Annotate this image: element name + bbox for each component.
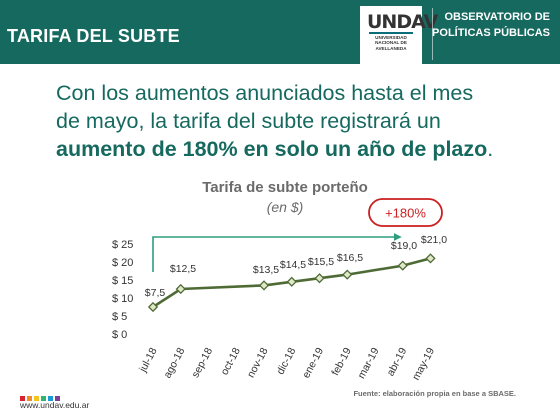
- brand-dot: [48, 396, 53, 401]
- logo-subtext: UNIVERSIDAD NACIONAL DE AVELLANEDA: [364, 35, 418, 51]
- x-tick-label: feb-19: [329, 346, 354, 378]
- x-tick-label: jul-18: [137, 346, 160, 375]
- annotation-box: [368, 198, 443, 227]
- data-label: $21,0: [421, 234, 447, 246]
- x-tick-label: nov-18: [245, 346, 271, 380]
- chart-title: Tarifa de subte porteño: [202, 179, 368, 196]
- data-point: [397, 260, 408, 271]
- logo-rule: [369, 32, 413, 34]
- data-label: $19,0: [391, 240, 417, 252]
- headline-period: .: [487, 137, 494, 161]
- data-point: [258, 280, 270, 291]
- brand-dot: [55, 396, 60, 401]
- brand-color-dots: [20, 388, 62, 406]
- x-tick-label: dic-18: [274, 346, 298, 377]
- data-point: [147, 301, 159, 313]
- data-label: $16,5: [337, 252, 363, 264]
- chart-layer: $ 0 $ 5 $ 10 $ 15 $ 20 $ 25 jul-18 ago-18 sep-18…: [112, 198, 447, 383]
- headline-emphasis: aumento de 180% en solo un año de plazo: [56, 137, 488, 161]
- data-label: $15,5: [308, 256, 334, 268]
- org-name-line2: POLÍTICAS PÚBLICAS: [432, 27, 550, 39]
- data-point: [425, 253, 436, 264]
- headline-line2: de mayo, la tarifa del subte registrará …: [56, 109, 441, 133]
- x-tick-label: mar-19: [355, 346, 381, 381]
- chart-subtitle: (en $): [266, 199, 304, 215]
- brand-dot: [41, 396, 46, 401]
- logo-subtext-line: AVELLANEDA: [375, 45, 407, 51]
- data-label: $13,5: [253, 264, 279, 276]
- y-tick-label: $ 5: [112, 311, 127, 323]
- brand-dot: [20, 396, 25, 401]
- x-tick-label: ago-18: [161, 346, 187, 381]
- x-tick-label: abr-19: [385, 346, 410, 379]
- headline: Con los aumentos anunciados hasta el mes…: [56, 79, 526, 163]
- headline-line1: Con los aumentos anunciados hasta el mes: [56, 81, 474, 105]
- logo-subtext-line: UNIVERSIDAD: [375, 35, 407, 40]
- series-line: [152, 257, 431, 309]
- data-label: $14,5: [280, 259, 306, 271]
- y-tick-label: $ 25: [112, 239, 133, 251]
- data-label: $7,5: [145, 287, 166, 299]
- data-point: [175, 283, 186, 295]
- y-tick-label: $ 15: [112, 275, 133, 287]
- x-tick-label: sep-18: [189, 346, 215, 380]
- annotation-text: +180%: [385, 206, 426, 221]
- growth-arrow: [152, 233, 402, 272]
- x-tick-label: oct-18: [219, 346, 243, 378]
- org-name: OBSERVATORIO DE POLÍTICAS PÚBLICAS: [420, 9, 550, 41]
- y-tick-label: $ 0: [112, 329, 127, 341]
- page-title: TARIFA DEL SUBTE: [7, 26, 180, 46]
- y-tick-label: $ 20: [112, 257, 133, 269]
- data-point: [342, 269, 353, 280]
- data-point: [286, 276, 297, 287]
- data-label: $12,5: [170, 263, 196, 275]
- y-tick-label: $ 10: [112, 293, 133, 305]
- x-tick-label: ene-19: [300, 346, 326, 381]
- footer-source: Fuente: elaboración propia en base a SBA…: [353, 389, 516, 398]
- footer-url[interactable]: www.undav.edu.ar: [20, 400, 90, 410]
- header-bar: TARIFA DEL SUBTE UNDAV UNIVERSIDAD NACIO…: [0, 0, 560, 64]
- brand-dot: [27, 396, 32, 401]
- headline-line3: aumento de 180% en solo un año de plazo.: [56, 135, 526, 163]
- data-point: [314, 273, 325, 284]
- logo-subtext-line: NACIONAL DE: [375, 40, 407, 46]
- undav-logo: UNDAV UNIVERSIDAD NACIONAL DE AVELLANEDA: [360, 6, 438, 64]
- header-divider: [432, 8, 433, 60]
- brand-dot: [34, 396, 39, 401]
- org-name-line1: OBSERVATORIO DE: [444, 11, 550, 23]
- x-tick-label: may-19: [410, 346, 437, 383]
